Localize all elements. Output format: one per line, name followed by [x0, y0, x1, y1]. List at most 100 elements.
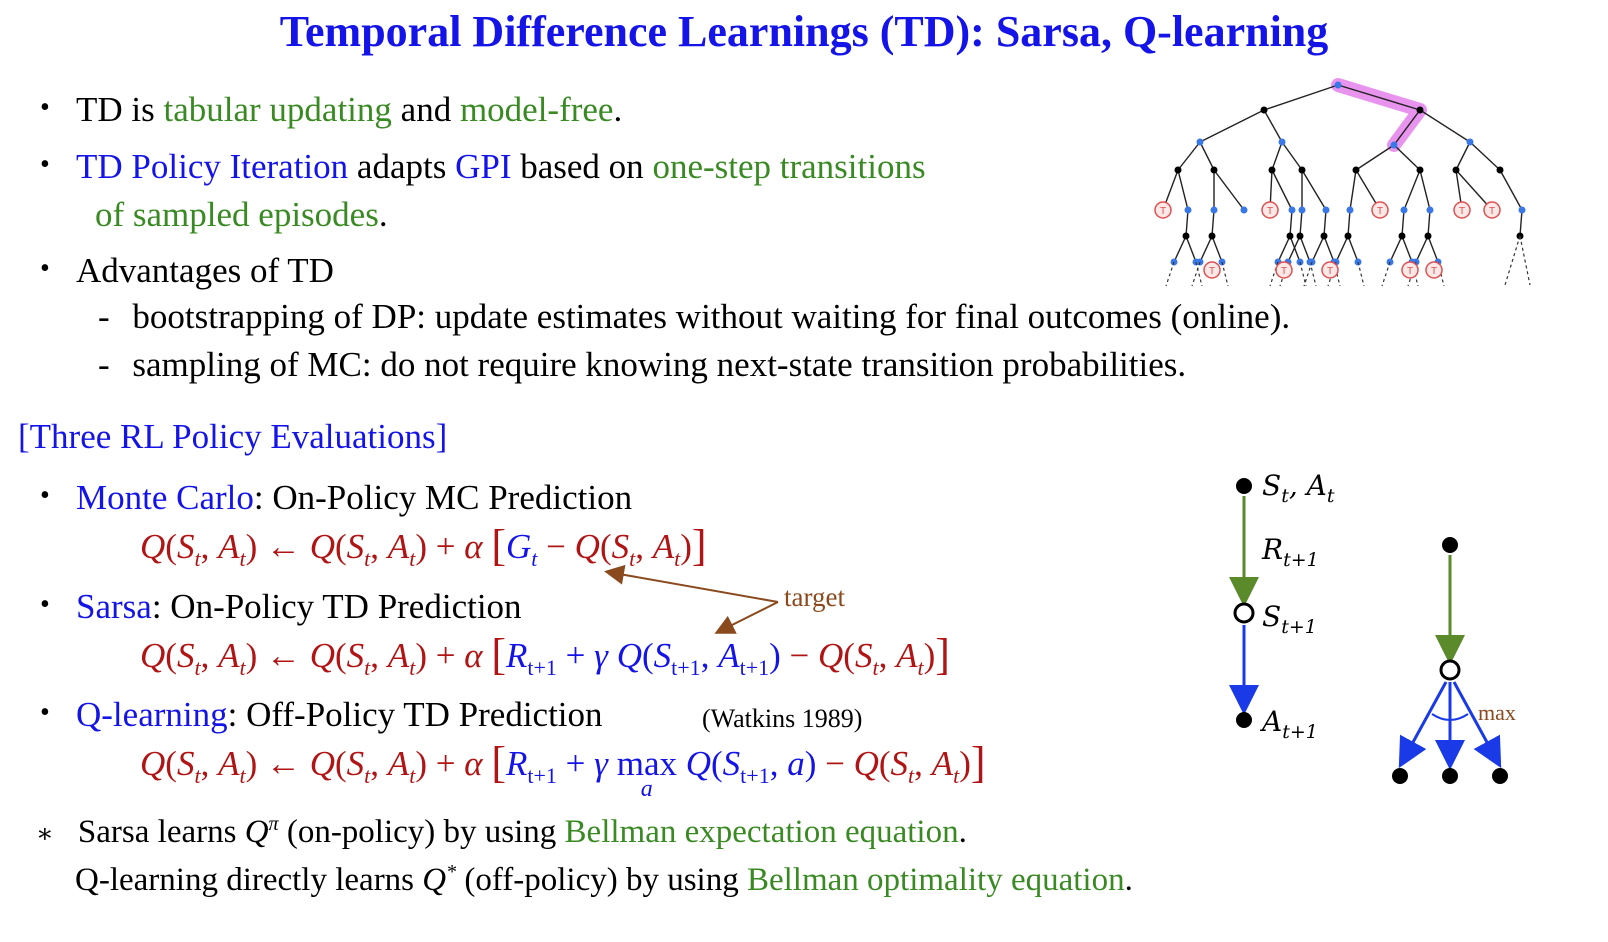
- tree-edge: [1401, 209, 1405, 237]
- q-learning-update-equation: Q(St, At) ← Q(St, At) + α [Rt+1 + γ max a…: [140, 738, 986, 803]
- tree-terminal-label: T: [1489, 206, 1495, 217]
- tree-edge: [1185, 209, 1189, 237]
- tree-edge: [1455, 169, 1493, 211]
- tree-action-node: [1320, 232, 1328, 240]
- tree-state-node: [1334, 81, 1342, 89]
- footnote-line-1: ∗ Sarsa learns Qπ (on-policy) by using B…: [36, 813, 967, 850]
- tree-edge: [1301, 169, 1327, 211]
- sub-bullet-dash: -: [98, 345, 110, 384]
- label-s-t1: St+1: [1262, 600, 1317, 638]
- tree-state-node: [1298, 206, 1306, 214]
- label-st-at: St, At: [1262, 469, 1335, 507]
- tree-action-node: [1398, 232, 1406, 240]
- footnote-2-mid: (off-policy) by using: [456, 862, 747, 898]
- tree-action-node: [1210, 166, 1218, 174]
- tree-edge: [1393, 109, 1421, 146]
- tree-terminal-node: [1261, 201, 1279, 219]
- q-learning-name: Q-learning: [76, 695, 228, 734]
- bullet-1-and: and: [391, 90, 460, 129]
- tree-edge: [1393, 144, 1421, 171]
- tree-terminal-label: T: [1377, 206, 1383, 217]
- sub-bullet-dash: -: [98, 297, 110, 336]
- bullet-dot: •: [40, 92, 50, 123]
- bellman-expectation-term: Bellman expectation equation: [564, 814, 959, 850]
- tree-edge: [1289, 209, 1293, 237]
- sub-bullet-1-text: bootstrapping of DP: update estimates wi…: [132, 297, 1291, 336]
- tree-edge: [1519, 235, 1531, 286]
- tree-terminal-node: [1425, 261, 1443, 279]
- tree-state-node: [1390, 141, 1398, 149]
- tree-edge: [1299, 235, 1311, 263]
- tree-edge: [1311, 235, 1325, 263]
- tree-edge: [1303, 261, 1313, 287]
- tree-edge: [1415, 235, 1429, 263]
- tree-terminal-node: [1483, 201, 1501, 219]
- bullet-dot: •: [40, 253, 50, 284]
- tree-edge: [1355, 144, 1395, 171]
- tree-highlight-path: [1331, 78, 1427, 152]
- tree-edge: [1271, 169, 1293, 211]
- bullet-dot: •: [40, 697, 50, 728]
- sarsa-desc: : On-Policy TD Prediction: [151, 587, 522, 626]
- tree-edge: [1309, 261, 1317, 287]
- tree-state-node: [1426, 206, 1434, 214]
- sub-bullet-2: - sampling of MC: do not require knowing…: [98, 345, 1186, 385]
- tree-terminal-label: T: [1281, 266, 1287, 277]
- footnote-2-period: .: [1124, 862, 1133, 898]
- tree-edge: [1389, 235, 1403, 263]
- tree-edge: [1185, 235, 1197, 263]
- tree-edge: [1337, 84, 1421, 111]
- sub-bullet-1: - bootstrapping of DP: update estimates …: [98, 297, 1290, 337]
- tree-edge: [1427, 235, 1439, 263]
- gpi-term: GPI: [455, 147, 512, 186]
- tree-edge: [1177, 169, 1189, 211]
- tree-edge: [1211, 235, 1223, 263]
- tree-edge: [1349, 169, 1357, 211]
- footnote-2-text: Q-learning directly learns: [75, 862, 423, 898]
- tree-terminal-label: T: [1267, 206, 1273, 217]
- bullet-3: • Advantages of TD: [40, 251, 334, 291]
- advantages-label: Advantages of TD: [76, 251, 334, 290]
- tree-edge: [1357, 261, 1365, 287]
- tree-edge: [1401, 235, 1413, 263]
- tree-state-node: [1240, 206, 1248, 214]
- tree-state-node: [1400, 206, 1408, 214]
- tree-edge: [1499, 169, 1523, 211]
- tree-action-node: [1424, 232, 1432, 240]
- footnote-line-2: Q-learning directly learns Q* (off-polic…: [75, 861, 1133, 898]
- tree-edge: [1199, 235, 1213, 263]
- tree-terminal-label: T: [1209, 266, 1215, 277]
- monte-carlo-name: Monte Carlo: [76, 478, 254, 517]
- tree-state-node: [1210, 206, 1218, 214]
- td-policy-iteration-term: TD Policy Iteration: [76, 147, 349, 186]
- tree-edge: [1199, 141, 1215, 171]
- bullet-2-period: .: [378, 195, 388, 234]
- section-heading: [Three RL Policy Evaluations]: [18, 417, 448, 456]
- label-a-t1: At+1: [1262, 705, 1318, 743]
- tree-edge: [1263, 109, 1283, 143]
- tree-edge: [1281, 141, 1303, 171]
- tree-edge: [1335, 235, 1349, 263]
- tree-state-node: [1322, 206, 1330, 214]
- q-learning-desc: : Off-Policy TD Prediction: [227, 695, 603, 734]
- tree-edge: [1289, 235, 1301, 263]
- tree-edge: [1277, 235, 1291, 263]
- tree-terminal-node: [1203, 261, 1221, 279]
- sub-bullet-2-text: sampling of MC: do not require knowing n…: [132, 345, 1187, 384]
- tree-terminal-node: [1371, 201, 1389, 219]
- tree-edge: [1299, 209, 1303, 237]
- tree-edge: [1271, 141, 1283, 171]
- tree-action-node: [1182, 232, 1190, 240]
- tree-state-node: [1196, 138, 1204, 146]
- tree-action-node: [1352, 166, 1360, 174]
- tree-edge: [1191, 261, 1201, 287]
- tree-state-node: [1466, 138, 1474, 146]
- bullet-2-continuation: of sampled episodes.: [95, 195, 388, 235]
- target-label: target: [784, 582, 845, 612]
- tree-action-node: [1268, 166, 1276, 174]
- tree-edge: [1419, 109, 1471, 143]
- model-free-term: model-free: [459, 90, 614, 129]
- tree-edge: [1269, 261, 1279, 287]
